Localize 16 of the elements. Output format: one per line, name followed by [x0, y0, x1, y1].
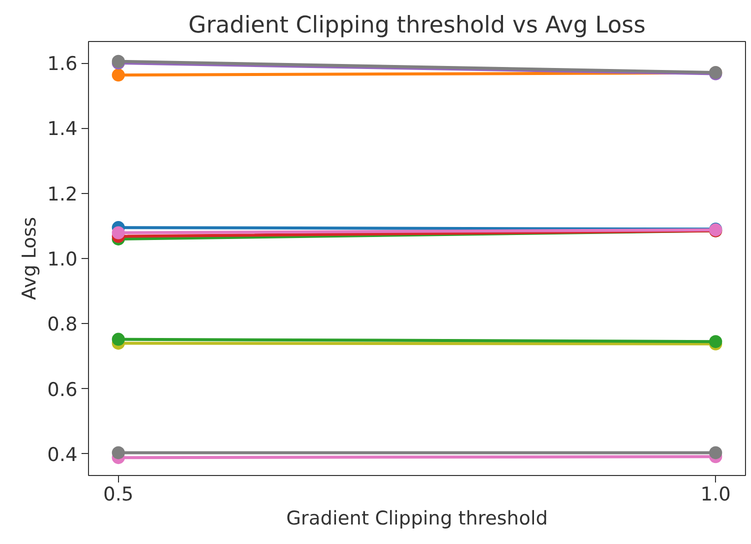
y-tick-label: 0.8 — [47, 314, 78, 336]
y-tick-label: 1.6 — [47, 53, 78, 76]
y-tick-label: 0.6 — [47, 378, 78, 401]
x-axis-title: Gradient Clipping threshold — [286, 508, 548, 530]
y-tick-label: 1.0 — [47, 248, 78, 270]
point — [709, 446, 722, 460]
point — [112, 226, 125, 240]
chart-title: Gradient Clipping threshold vs Avg Loss — [188, 12, 646, 38]
y-tick-label: 0.4 — [47, 444, 78, 466]
x-tick-label: 0.5 — [103, 484, 134, 506]
point — [112, 68, 125, 82]
point — [112, 446, 125, 460]
y-axis-title: Avg Loss — [18, 217, 40, 300]
point — [112, 332, 125, 346]
y-tick-label: 1.2 — [47, 183, 78, 206]
y-tick-label: 1.4 — [47, 118, 78, 140]
